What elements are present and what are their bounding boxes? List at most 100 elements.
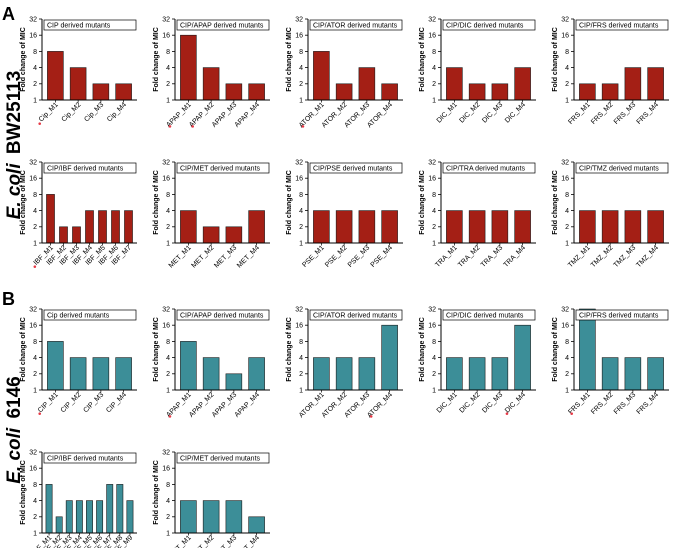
y-tick-label: 4 (166, 498, 170, 505)
bar (47, 341, 64, 391)
marker-dot (38, 412, 42, 415)
bar (180, 500, 197, 534)
x-tick-label: DIC_M4 (504, 101, 527, 124)
y-tick-label: 32 (29, 159, 37, 166)
y-tick-label: 8 (565, 339, 569, 346)
y-tick-label: 1 (33, 530, 37, 537)
y-axis-label: Fold change of MIC (286, 170, 293, 235)
bar (202, 500, 220, 534)
chart-title: CIP/DIC derived mutants (446, 23, 524, 30)
bar (381, 210, 398, 244)
x-tick-label: TRA_M3 (480, 244, 505, 269)
y-tick-label: 4 (33, 498, 37, 505)
x-tick-label: MET_M1 (168, 244, 193, 269)
y-tick-label: 16 (29, 466, 37, 473)
y-tick-label: 4 (166, 355, 170, 362)
bar (514, 67, 531, 101)
bar (514, 324, 531, 391)
y-tick-label: 2 (33, 514, 37, 521)
y-tick-label: 4 (565, 355, 569, 362)
y-tick-label: 1 (432, 240, 436, 247)
bar (55, 516, 63, 534)
y-tick-label: 1 (166, 530, 170, 537)
y-tick-label: 32 (29, 449, 37, 456)
x-tick-label: DIC_M2 (458, 391, 481, 414)
bar (358, 357, 376, 391)
strain-species-a: E. coli (4, 163, 25, 220)
bar (579, 83, 596, 101)
y-tick-label: 8 (33, 482, 37, 489)
x-tick-label: MET_M2 (191, 534, 216, 548)
marker-dot (191, 125, 194, 128)
y-tick-label: 16 (561, 323, 569, 330)
bar (579, 308, 596, 391)
bar (601, 83, 619, 101)
bar (115, 83, 132, 101)
y-tick-label: 16 (295, 176, 303, 183)
chart-title-box (309, 162, 403, 174)
y-tick-label: 4 (166, 208, 170, 215)
y-tick-label: 32 (561, 16, 569, 23)
y-tick-label: 32 (428, 159, 436, 166)
bar (85, 210, 94, 244)
chart-title: CIP/MET derived mutants (180, 166, 261, 173)
y-tick-label: 32 (29, 16, 37, 23)
chart-title-box (442, 162, 536, 174)
x-tick-label: Cip_M1 (38, 101, 60, 123)
chart-a-10: Fold change of MIC12481632TMZ_M1TMZ_M2TM… (552, 159, 669, 269)
x-tick-label: TRA_M1 (434, 244, 459, 269)
chart-title: CIP/TRA derived mutants (446, 166, 525, 173)
x-tick-label: FRS_M1 (567, 391, 592, 416)
x-tick-label: DIC_M1 (436, 391, 459, 414)
y-tick-label: 16 (29, 323, 37, 330)
bar (601, 357, 619, 391)
chart-title-box (43, 309, 137, 321)
chart-title-box (575, 309, 669, 321)
y-tick-label: 8 (33, 192, 37, 199)
y-tick-label: 8 (432, 192, 436, 199)
y-tick-label: 4 (33, 208, 37, 215)
y-tick-label: 8 (166, 482, 170, 489)
bar (381, 83, 398, 101)
y-tick-label: 16 (428, 323, 436, 330)
x-tick-label: TMZ_M3 (613, 244, 638, 269)
y-tick-label: 8 (166, 49, 170, 56)
chart-title-box (176, 19, 270, 31)
x-tick-label: MET_M3 (213, 534, 238, 548)
marker-dot (570, 412, 574, 415)
chart-b-17: Fold change of MIC12481632MET_M1MET_M2ME… (153, 449, 270, 548)
marker-dot (33, 265, 37, 268)
y-tick-label: 2 (33, 224, 37, 231)
strain-species-b: E. coli (4, 427, 25, 484)
chart-a-6: Fold change of MIC12481632IBF_M1IBF_M2IB… (20, 159, 137, 268)
bar (75, 500, 83, 534)
bar (335, 357, 353, 391)
bar (72, 226, 81, 244)
y-tick-label: 1 (299, 97, 303, 104)
bar (468, 210, 486, 244)
x-tick-label: TRA_M2 (457, 244, 482, 269)
chart-title: CIP/IBF derived mutants (47, 456, 124, 463)
chart-title: CIP/IBF derived mutants (47, 166, 124, 173)
x-tick-label: MET_M3 (213, 244, 238, 269)
bar (180, 210, 197, 244)
chart-title: CIP/PSE derived mutants (313, 166, 393, 173)
chart-a-3: Fold change of MIC12481632ATOR_M1ATOR_M2… (286, 16, 403, 129)
bar (491, 210, 509, 244)
chart-a-7: Fold change of MIC12481632MET_M1MET_M2ME… (153, 159, 270, 270)
y-tick-label: 16 (162, 33, 170, 40)
bar (96, 500, 104, 534)
chart-a-2: Fold change of MIC12481632APAP_M1APAP_M2… (153, 16, 270, 129)
bar (647, 210, 664, 244)
y-tick-label: 32 (162, 306, 170, 313)
strain-name-a: BW25113 (4, 71, 25, 154)
bar (358, 210, 376, 244)
y-tick-label: 4 (299, 355, 303, 362)
y-tick-label: 2 (299, 224, 303, 231)
x-tick-label: PSE_M1 (301, 244, 326, 269)
chart-title-box (575, 162, 669, 174)
bar (468, 83, 486, 101)
y-tick-label: 16 (29, 176, 37, 183)
x-tick-label: FRS_M2 (590, 391, 615, 416)
